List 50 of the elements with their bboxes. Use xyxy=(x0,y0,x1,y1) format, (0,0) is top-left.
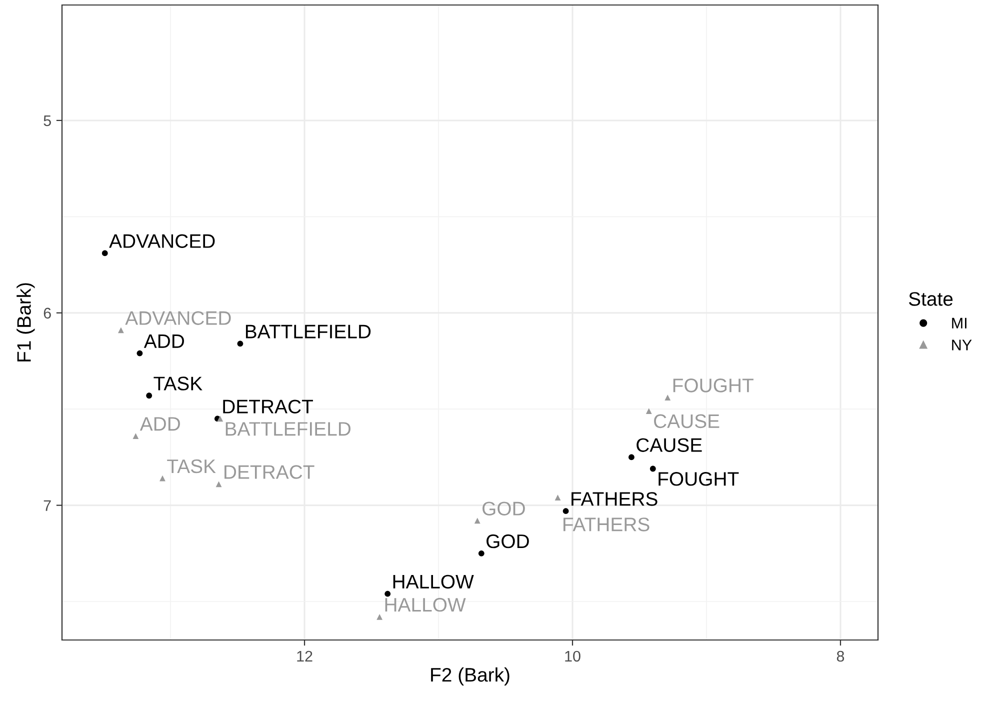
point xyxy=(160,475,166,482)
point xyxy=(216,481,222,488)
annotation: CAUSE xyxy=(654,414,720,428)
annotation: DETRACT xyxy=(223,400,313,414)
annotation: TASK xyxy=(167,459,216,474)
point xyxy=(384,590,391,597)
x-tick-label: 10 xyxy=(565,650,580,662)
y-tick-label: 5 xyxy=(44,115,51,126)
point xyxy=(146,392,152,399)
legend-label: MI xyxy=(952,318,966,328)
point xyxy=(554,494,561,501)
point xyxy=(118,327,124,334)
annotation: BATTLEFIELD xyxy=(246,324,371,338)
x-axis-title: F2 (Bark) xyxy=(431,667,510,686)
point xyxy=(562,508,569,514)
annotation: CAUSE xyxy=(636,438,702,452)
legend-label: NY xyxy=(952,340,972,350)
point xyxy=(474,518,480,524)
point xyxy=(237,340,244,347)
y-tick-label: 6 xyxy=(44,308,51,319)
point xyxy=(664,394,671,400)
annotation: ADD xyxy=(140,417,180,431)
annotation: FOUGHT xyxy=(658,472,739,486)
annotation: ADVANCED xyxy=(125,311,231,325)
annotation: HALLOW xyxy=(393,574,474,589)
legend-title: State xyxy=(908,292,953,306)
point xyxy=(136,350,143,356)
annotation: DETRACT xyxy=(224,465,314,479)
point xyxy=(650,466,656,472)
point xyxy=(102,250,108,256)
annotation: GOD xyxy=(482,502,525,516)
y-tick-label: 7 xyxy=(44,500,51,511)
x-tick-label: 8 xyxy=(836,650,844,662)
point xyxy=(217,416,224,422)
annotation: HALLOW xyxy=(385,598,466,612)
annotation: BATTLEFIELD xyxy=(226,422,350,436)
y-axis-title: F1 (Bark) xyxy=(16,283,35,362)
annotation: TASK xyxy=(154,376,202,390)
annotation: GOD xyxy=(486,534,529,548)
annotation: FATHERS xyxy=(564,518,650,532)
annotation: FATHERS xyxy=(572,492,658,506)
annotation: ADD xyxy=(144,334,184,348)
point xyxy=(376,614,383,620)
point xyxy=(132,433,139,439)
x-tick-label: 12 xyxy=(297,650,312,662)
annotation: ADVANCED xyxy=(109,234,215,248)
point xyxy=(478,550,484,556)
point xyxy=(628,454,634,460)
annotation: FOUGHT xyxy=(673,378,754,392)
point xyxy=(646,408,652,414)
